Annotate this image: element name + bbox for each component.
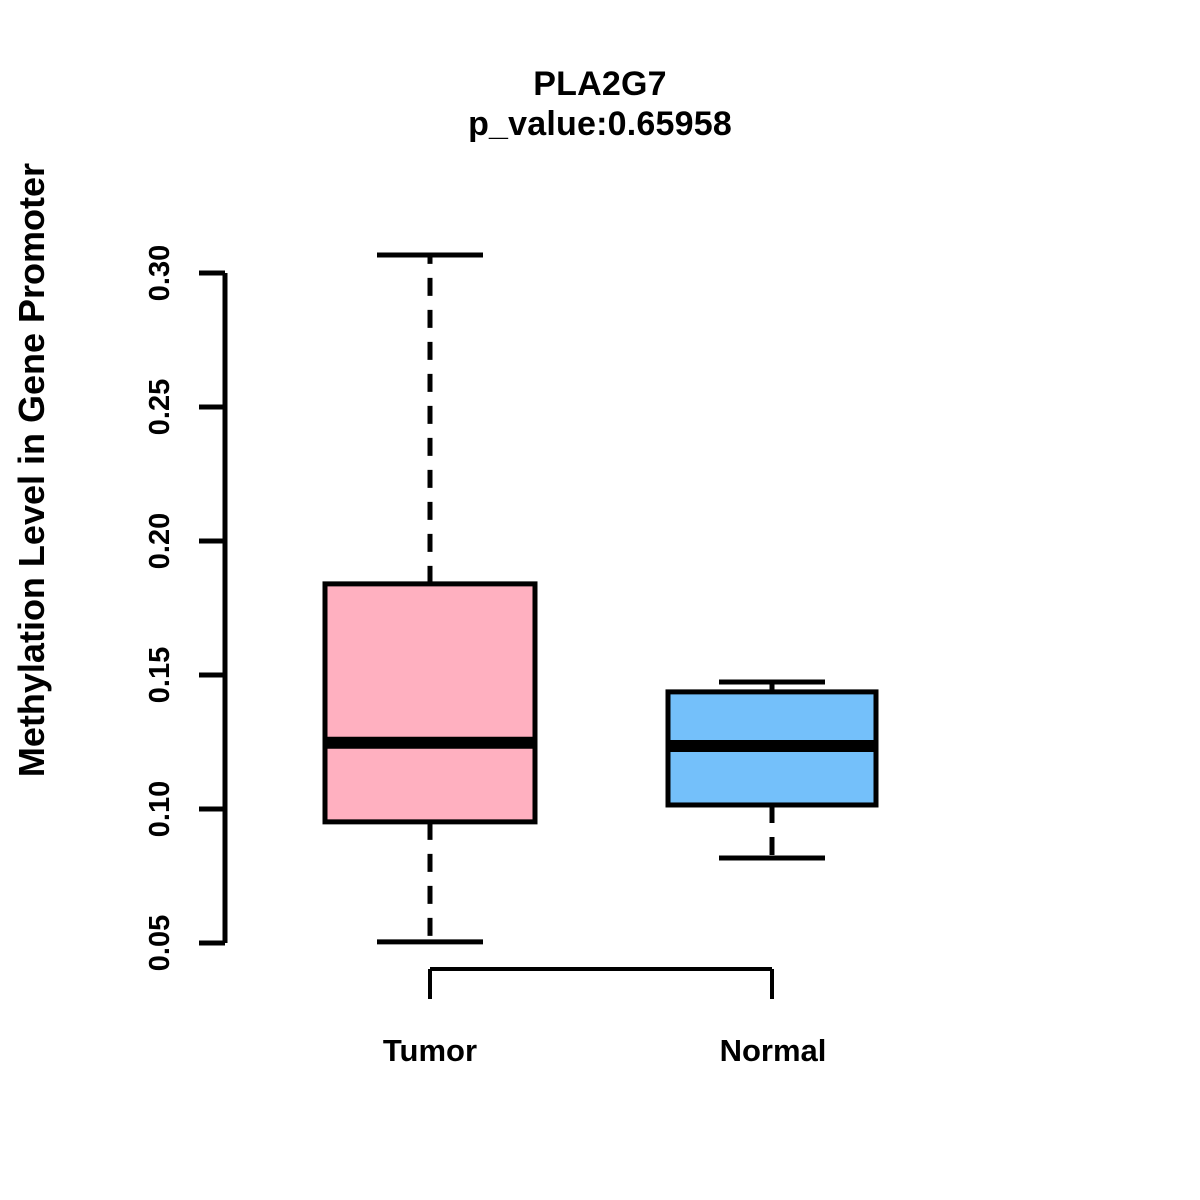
- x-axis-line: [428, 967, 774, 999]
- x-tick-label-tumor: Tumor: [382, 1033, 478, 1068]
- box-iqr: [322, 581, 538, 825]
- axes-layer: [199, 270, 774, 999]
- y-axis-line: [199, 270, 228, 946]
- box-group-tumor: [322, 252, 538, 945]
- chart-title: PLA2G7: [533, 65, 667, 103]
- chart-subtitle: p_value:0.65958: [468, 105, 732, 144]
- box-group-normal: [665, 679, 879, 861]
- x-tick-label-normal: Normal: [719, 1033, 827, 1068]
- title-block: PLA2G7 p_value:0.65958: [0, 64, 1200, 144]
- boxes-layer: [322, 252, 879, 945]
